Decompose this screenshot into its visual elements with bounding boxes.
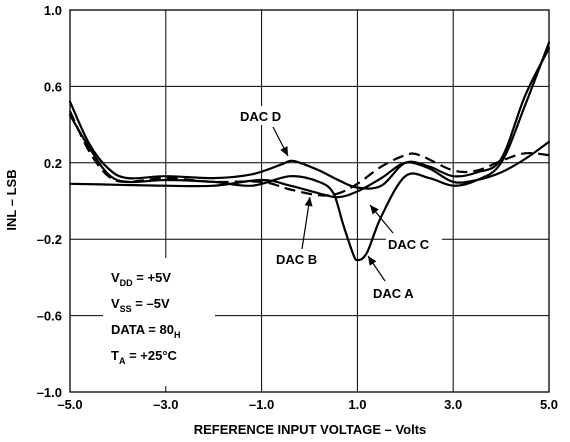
x-tick-label: –3.0: [153, 397, 178, 412]
conditions-background: [103, 258, 215, 386]
x-tick-label: 1.0: [348, 397, 366, 412]
x-tick-labels: –5.0 –3.0 –1.0 1.0 3.0 5.0: [57, 397, 558, 412]
y-tick-label: –1.0: [37, 385, 62, 400]
condition-line: TA = +25°C: [111, 348, 178, 366]
dac-a-label-bg: [371, 283, 427, 302]
arrowhead: [368, 256, 377, 266]
series-dac-c-line: [68, 140, 551, 199]
y-tick-label: –0.2: [37, 232, 62, 247]
plot-frame: [69, 9, 550, 393]
x-tick-label: 3.0: [444, 397, 462, 412]
dac-c-label-bg: [386, 234, 442, 253]
y-tick-label: 0.2: [44, 156, 62, 171]
y-axis-label: INL – LSB: [4, 169, 19, 230]
conditions-block: VDD = +5V VSS = –5V DATA = 80H TA = +25°C: [111, 270, 180, 366]
arrowhead: [370, 205, 379, 215]
y-tick-label: –0.6: [37, 309, 62, 324]
series-dac-d-line: [68, 47, 551, 190]
y-tick-labels: –1.0 –0.6 –0.2 0.2 0.6 1.0: [37, 3, 62, 400]
series-dac-a-line: [68, 41, 551, 262]
x-tick-label: –5.0: [57, 397, 82, 412]
arrowhead: [304, 197, 313, 207]
dac-b-label: DAC B: [276, 252, 317, 267]
dac-c-label: DAC C: [388, 237, 430, 252]
condition-line: DATA = 80H: [111, 322, 180, 340]
dac-d-label: DAC D: [240, 109, 281, 124]
x-tick-label: –1.0: [249, 397, 274, 412]
series-group: [68, 41, 551, 262]
dac-d-label-bg: [238, 106, 294, 125]
dac-a-label: DAC A: [373, 286, 414, 301]
series-dac-b-line: [69, 110, 550, 197]
arrowhead: [280, 146, 288, 156]
x-tick-label: 5.0: [540, 397, 558, 412]
annotation-arrowheads: [280, 146, 379, 266]
y-tick-label: 1.0: [44, 3, 62, 18]
dac-b-label-bg: [274, 249, 330, 268]
condition-line: VDD = +5V: [111, 270, 171, 288]
condition-line: VSS = –5V: [111, 296, 170, 314]
x-axis-label: REFERENCE INPUT VOLTAGE – Volts: [194, 422, 427, 437]
y-tick-label: 0.6: [44, 79, 62, 94]
